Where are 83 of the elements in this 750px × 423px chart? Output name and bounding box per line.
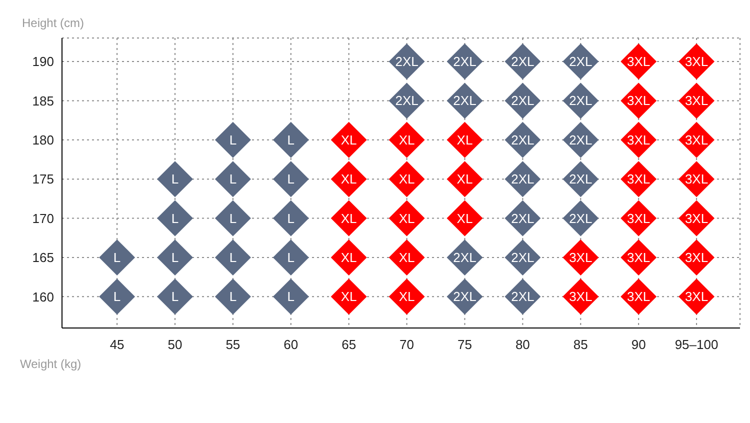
series-label: L <box>229 132 237 148</box>
x-tick-label: 70 <box>400 337 414 352</box>
text: XL <box>340 210 357 226</box>
text: 2XL <box>395 93 418 108</box>
text: XL <box>398 289 415 304</box>
text: 3XL <box>684 210 708 226</box>
text: XL <box>340 289 357 304</box>
text: 3XL <box>684 132 708 148</box>
x-tick-label: 95–100 <box>674 337 718 352</box>
text: L <box>229 289 237 304</box>
text: 3XL <box>627 210 650 226</box>
series-label: XL <box>398 132 415 148</box>
text: L <box>171 289 179 304</box>
text: L <box>229 172 237 187</box>
text: 3XL <box>684 250 708 265</box>
text: L <box>287 250 295 265</box>
text: L <box>287 289 295 304</box>
text: 2XL <box>453 250 476 265</box>
x-tick-label: 80 <box>515 337 530 352</box>
text: 3XL <box>627 250 650 265</box>
series-label: 3XL <box>627 54 650 70</box>
text: XL <box>398 210 415 226</box>
text: XL <box>340 250 357 265</box>
text: L <box>287 172 295 187</box>
text: 2XL <box>511 210 534 226</box>
text: 2XL <box>511 132 534 148</box>
text: L <box>171 210 179 226</box>
text: 2XL <box>511 172 534 187</box>
text: XL <box>398 250 415 265</box>
text: 3XL <box>627 132 650 148</box>
x-tick-label: 90 <box>631 337 646 352</box>
text: 2XL <box>569 210 592 226</box>
text: XL <box>456 172 473 187</box>
y-tick-label: 175 <box>32 172 54 187</box>
text: XL <box>456 132 473 148</box>
y-tick-label: 160 <box>32 289 54 304</box>
text: 2XL <box>569 132 592 148</box>
text: 2XL <box>395 54 418 70</box>
text: 3XL <box>627 93 650 108</box>
y-tick-label: 170 <box>32 210 54 226</box>
y-tick-label: 190 <box>32 54 54 70</box>
text: 3XL <box>627 172 650 187</box>
text: 3XL <box>684 289 708 304</box>
x-axis-title: Weight (kg) <box>20 357 82 371</box>
text: XL <box>398 172 415 187</box>
text: 2XL <box>569 172 592 187</box>
text: 2XL <box>569 93 592 108</box>
text: XL <box>456 210 473 226</box>
text: L <box>229 250 237 265</box>
x-tick-label: 85 <box>573 337 588 352</box>
text: XL <box>340 132 357 148</box>
y-axis-title: Height (cm) <box>22 16 84 30</box>
text: 3XL <box>684 54 708 70</box>
text: 3XL <box>684 172 708 187</box>
text: 2XL <box>511 250 534 265</box>
series-label: 2XL <box>569 54 592 70</box>
text: XL <box>340 172 357 187</box>
text: 3XL <box>684 93 708 108</box>
y-tick-label: 185 <box>32 93 54 108</box>
text: L <box>171 250 179 265</box>
text: 2XL <box>453 93 476 108</box>
text: L <box>229 210 237 226</box>
y-tick-label: 165 <box>32 250 54 266</box>
x-tick-label: 75 <box>458 337 472 352</box>
text: 2XL <box>511 54 534 70</box>
text: L <box>113 250 121 265</box>
x-tick-label: 60 <box>284 337 298 352</box>
text: L <box>171 172 179 187</box>
text: L <box>113 289 121 304</box>
text: 2XL <box>511 289 534 304</box>
text: 3XL <box>627 289 650 304</box>
text: L <box>287 132 295 148</box>
text: 2XL <box>453 54 476 70</box>
text: 3XL <box>569 289 592 304</box>
x-tick-label: 50 <box>168 337 182 352</box>
text: 3XL <box>569 250 592 265</box>
x-tick-label: 45 <box>110 337 124 352</box>
text: L <box>287 210 295 226</box>
text: 2XL <box>453 289 476 304</box>
text: 2XL <box>511 93 534 108</box>
x-tick-label: 65 <box>342 337 356 352</box>
y-tick-label: 180 <box>32 132 54 148</box>
x-tick-label: 55 <box>226 337 240 352</box>
